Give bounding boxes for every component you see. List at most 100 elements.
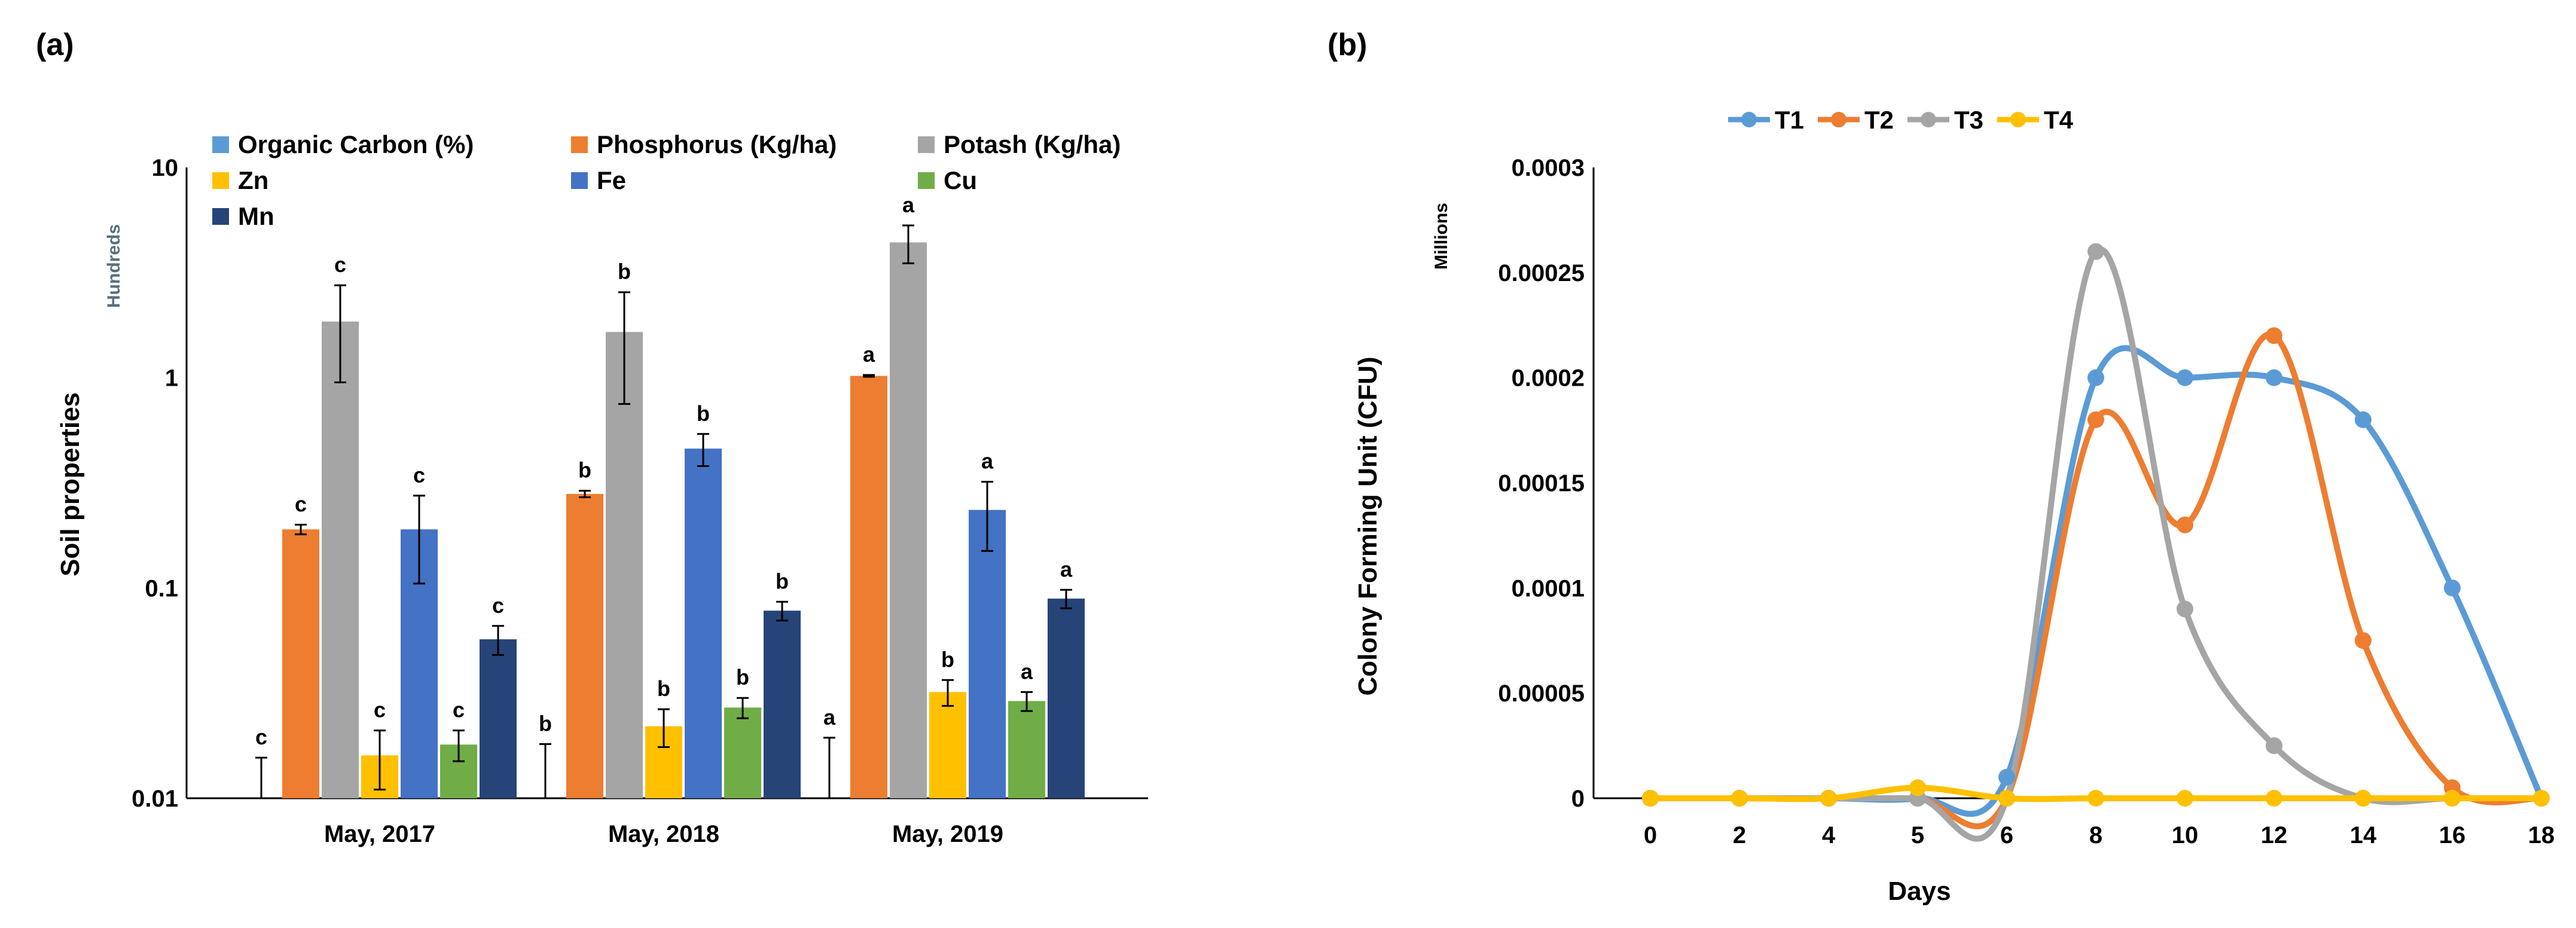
significance-label-potash-kg-ha-0: c xyxy=(334,252,346,277)
data-point-t4-5 xyxy=(2087,790,2104,807)
bar-phosphorus-kg-ha-1 xyxy=(566,494,603,798)
significance-label-organic-carbon-1: b xyxy=(539,711,552,735)
panel-b-unit-note: Millions xyxy=(1432,203,1451,270)
data-point-t4-6 xyxy=(2177,790,2193,807)
x-category-label: May, 2018 xyxy=(608,821,719,847)
panel-a-unit-note: Hundreds xyxy=(104,224,124,308)
data-point-t2-6 xyxy=(2177,516,2193,533)
data-point-t4-3 xyxy=(1909,779,1926,796)
x-tick-label: 18 xyxy=(2528,822,2555,848)
legend-swatch-organic-carbon xyxy=(212,136,229,153)
bar-phosphorus-kg-ha-0 xyxy=(282,529,319,798)
significance-label-cu-2: a xyxy=(1021,659,1033,683)
x-tick-label: 5 xyxy=(1911,822,1924,848)
x-tick-label: 6 xyxy=(2000,822,2013,848)
data-point-t4-8 xyxy=(2355,790,2371,807)
legend-swatch-zn xyxy=(212,172,229,189)
panel-b-y-axis-title: Colony Forming Unit (CFU) xyxy=(1353,356,1382,695)
significance-label-cu-1: b xyxy=(736,665,749,689)
legend-label-phosphorus: Phosphorus (Kg/ha) xyxy=(597,130,837,158)
panel-b-colony-forming-unit: (b) T1 T2 T3 T4 Millions Colony Forming … xyxy=(1327,28,2554,906)
data-point-t4-7 xyxy=(2266,790,2282,807)
significance-label-fe-1: b xyxy=(697,401,710,426)
panel-a-y-axis-title: Soil properties xyxy=(56,392,85,576)
significance-label-zn-0: c xyxy=(374,698,386,722)
data-point-t1-9 xyxy=(2444,579,2461,597)
data-point-t1-6 xyxy=(2177,369,2193,386)
panel-a-label: (a) xyxy=(36,28,74,62)
significance-label-zn-1: b xyxy=(657,676,670,701)
y-tick-label: 0.00005 xyxy=(1498,680,1585,707)
x-tick-label: 16 xyxy=(2439,822,2466,848)
significance-label-organic-carbon-2: a xyxy=(823,705,836,729)
significance-label-mn-1: b xyxy=(776,569,789,593)
legend-marker-t4 xyxy=(2010,112,2026,127)
y-tick-label: 0.00025 xyxy=(1498,260,1585,286)
bar-potash-kg-ha-0 xyxy=(322,321,359,798)
bar-fe-2 xyxy=(969,509,1006,798)
y-tick-label: 0.01 xyxy=(132,786,178,812)
data-point-t2-5 xyxy=(2087,411,2104,428)
x-tick-label: 4 xyxy=(1822,822,1836,848)
panel-a-soil-properties: (a) Organic Carbon (%) Phosphorus (Kg/ha… xyxy=(36,28,1148,847)
x-tick-label: 14 xyxy=(2350,822,2377,848)
x-category-label: May, 2017 xyxy=(324,821,435,847)
x-tick-label: 10 xyxy=(2172,822,2199,848)
data-point-t4-0 xyxy=(1642,790,1659,807)
panel-a-bars: c b a c b a c b a c b b c b a c b a c b a xyxy=(255,193,1085,798)
data-point-t1-5 xyxy=(2087,369,2104,386)
significance-label-fe-2: a xyxy=(981,449,994,474)
x-tick-label: 0 xyxy=(1644,822,1657,848)
panel-a-x-ticks: May, 2017 May, 2018 May, 2019 xyxy=(324,821,1003,847)
data-point-t2-7 xyxy=(2266,327,2282,344)
legend-swatch-fe xyxy=(571,172,588,189)
legend-label-t4: T4 xyxy=(2044,106,2074,134)
data-point-t2-8 xyxy=(2355,632,2371,649)
data-point-t4-9 xyxy=(2444,790,2461,807)
y-tick-label: 10 xyxy=(152,155,179,181)
panel-a-y-ticks: 10 1 0.1 0.01 xyxy=(132,155,178,812)
bar-cu-2 xyxy=(1008,701,1045,798)
significance-label-phosphorus-kg-ha-2: a xyxy=(863,342,875,367)
significance-label-mn-0: c xyxy=(492,593,504,618)
legend-label-cu: Cu xyxy=(944,166,977,194)
panel-b-x-axis-title: Days xyxy=(1888,877,1951,906)
panel-b-lines xyxy=(1642,243,2550,842)
panel-b-legend: T1 T2 T3 T4 xyxy=(1728,106,2074,134)
legend-label-t3: T3 xyxy=(1954,106,1983,134)
legend-swatch-mn xyxy=(212,208,229,225)
significance-label-potash-kg-ha-1: b xyxy=(618,260,631,284)
x-tick-label: 8 xyxy=(2089,822,2102,848)
data-point-t4-1 xyxy=(1731,790,1748,807)
significance-label-phosphorus-kg-ha-1: b xyxy=(578,458,591,483)
y-tick-label: 0.00015 xyxy=(1498,471,1585,497)
x-tick-label: 2 xyxy=(1733,822,1746,848)
legend-label-zn: Zn xyxy=(238,166,268,194)
bar-mn-1 xyxy=(764,610,801,798)
bar-zn-2 xyxy=(929,692,966,798)
bar-fe-1 xyxy=(685,448,722,798)
data-point-t1-4 xyxy=(1998,768,2015,786)
bar-potash-kg-ha-2 xyxy=(890,242,927,798)
panel-b-y-ticks: 0 0.00005 0.0001 0.00015 0.0002 0.00025 … xyxy=(1498,155,1585,812)
panel-b-x-ticks: 0 2 4 5 6 8 10 12 14 16 18 xyxy=(1644,822,2554,848)
bar-phosphorus-kg-ha-2 xyxy=(850,376,887,798)
data-point-t4-2 xyxy=(1820,790,1837,807)
data-point-t3-6 xyxy=(2177,600,2193,618)
panel-a-legend: Organic Carbon (%) Phosphorus (Kg/ha) Po… xyxy=(212,130,1121,230)
x-tick-label: 12 xyxy=(2261,822,2288,848)
y-tick-label: 1 xyxy=(165,365,178,392)
data-point-t1-8 xyxy=(2355,411,2371,428)
legend-label-fe: Fe xyxy=(597,166,626,194)
data-point-t4-10 xyxy=(2533,790,2550,807)
legend-swatch-potash xyxy=(918,136,935,153)
y-tick-label: 0 xyxy=(1571,786,1585,812)
legend-marker-t3 xyxy=(1921,112,1936,127)
legend-marker-t2 xyxy=(1831,112,1846,127)
significance-label-phosphorus-kg-ha-0: c xyxy=(295,492,307,516)
legend-label-organic-carbon: Organic Carbon (%) xyxy=(238,130,474,158)
significance-label-cu-0: c xyxy=(453,698,465,722)
data-point-t3-7 xyxy=(2266,737,2282,755)
data-point-t3-5 xyxy=(2087,243,2104,260)
